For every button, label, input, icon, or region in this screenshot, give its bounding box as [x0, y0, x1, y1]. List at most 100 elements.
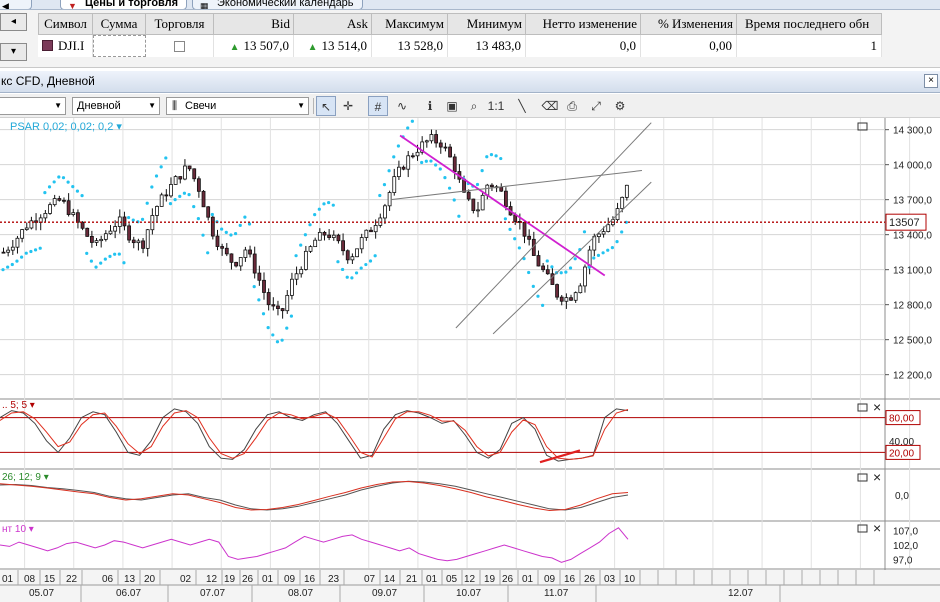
psar-dot [596, 253, 601, 258]
psar-dot [364, 262, 368, 267]
candle-body [564, 297, 569, 302]
month-tick-label: 07.07 [200, 588, 225, 599]
candle-body [555, 284, 559, 298]
tab-scroll-left[interactable]: ◀ [0, 0, 32, 10]
trendline [399, 134, 606, 277]
print-icon[interactable]: ⎙ [567, 99, 577, 113]
zoom-icon[interactable]: ⌕ [470, 99, 478, 113]
ask-cell[interactable]: ▲ 13 514,0 [294, 35, 372, 57]
psar-dot [224, 230, 228, 234]
psar-dot [424, 159, 428, 163]
arrow-left-icon: ◀ [2, 1, 9, 10]
expand-icon[interactable]: ⤢ [591, 99, 601, 113]
psar-dot [457, 214, 461, 218]
col-bid[interactable]: Bid [214, 13, 294, 35]
candle-body [336, 234, 341, 242]
psar-dot [331, 203, 335, 207]
candle-body [29, 220, 34, 229]
candle-body [434, 134, 439, 144]
symbol-select[interactable]: ▼ [0, 97, 66, 115]
tab-economic-calendar[interactable]: ▦ Экономический календарь [192, 0, 363, 9]
cursor-tool-icon[interactable]: ↖ [316, 96, 336, 116]
day-tick-label: 12 [464, 574, 476, 585]
period-value: Дневной [77, 100, 121, 112]
candle-body [550, 273, 555, 285]
candle-body [192, 168, 197, 180]
table-row[interactable]: DJI.I ▲ 13 507,0 ▲ 13 514,0 13 528,0 13 48… [38, 35, 882, 57]
panel-menu-button[interactable]: ▾ [0, 43, 27, 61]
candle-body [424, 140, 429, 143]
candle-body [15, 237, 20, 248]
col-last-update[interactable]: Время последнего обн [737, 13, 882, 35]
psar-dot [168, 202, 173, 206]
psar-dot [624, 220, 628, 224]
trendline-tool-icon[interactable]: ╲ [518, 99, 526, 113]
scale-1-to-1-icon[interactable]: 1:1 [487, 99, 505, 113]
maximize-pane-icon [857, 403, 868, 412]
candle-body [252, 253, 257, 274]
psar-dot [536, 294, 540, 298]
info-icon[interactable]: ℹ [427, 99, 433, 113]
col-symbol[interactable]: Символ [38, 13, 93, 35]
psar-indicator-label: PSAR 0,02; 0,02; 0,2 ▾ [10, 121, 122, 133]
eraser-icon[interactable]: ⌫ [541, 99, 559, 113]
trade-checkbox[interactable] [174, 41, 185, 52]
symbol-value: DJI.I [58, 38, 85, 53]
candle-body [369, 229, 373, 233]
psar-dot [57, 175, 61, 179]
chevron-down-icon: ▼ [54, 101, 62, 110]
up-arrow-icon: ▲ [229, 42, 240, 53]
candle-body [57, 198, 62, 201]
chart-type-select[interactable]: ⫼ Свечи ▼ [166, 97, 309, 115]
psar-dot [378, 193, 382, 198]
psar-dot [559, 271, 563, 275]
col-net-change[interactable]: Нетто изменение [526, 13, 641, 35]
macd-zero-label: 0,0 [895, 491, 909, 502]
day-tick-label: 09 [544, 574, 556, 585]
period-select[interactable]: Дневной ▼ [72, 97, 160, 115]
candle-body [43, 213, 48, 219]
ask-value: 13 514,0 [321, 38, 368, 53]
y-tick-label: 13 400,0 [893, 231, 932, 242]
psar-dot [429, 159, 433, 163]
candle-body [373, 224, 378, 233]
candle-body [52, 198, 57, 206]
settings-icon[interactable]: ⚙ [614, 99, 626, 113]
price-chart-area[interactable]: 14 300,014 000,013 700,013 400,013 100,0… [0, 118, 940, 602]
data-window-icon[interactable]: ▣ [446, 99, 458, 113]
psar-dot [503, 217, 507, 221]
candle-body [155, 206, 159, 216]
day-tick-label: 20 [144, 574, 156, 585]
tab-label: Экономический календарь [217, 0, 354, 9]
candle-body [545, 269, 550, 275]
amount-input[interactable] [93, 35, 146, 57]
tab-prices-and-trading[interactable]: ▼ Цены и торговля [60, 0, 188, 9]
y-tick-label: 13 700,0 [893, 196, 932, 207]
candle-body [308, 246, 313, 252]
crosshair-tool-icon[interactable]: ✛ [342, 99, 354, 113]
psar-dot [447, 186, 452, 190]
candle-body [415, 151, 420, 157]
col-low[interactable]: Минимум [448, 13, 526, 35]
psar-dot [20, 255, 24, 259]
bid-cell[interactable]: ▲ 13 507,0 [214, 35, 294, 57]
candle-body [89, 236, 94, 243]
candle-body [438, 142, 443, 148]
col-ask[interactable]: Ask [294, 13, 372, 35]
chart-window-title-bar[interactable]: кс CFD, Дневной × [0, 71, 940, 93]
close-icon[interactable]: × [924, 74, 938, 88]
candle-body [350, 256, 355, 261]
col-amount[interactable]: Сумма [93, 13, 146, 35]
panel-collapse-button[interactable]: ◂ [0, 13, 27, 31]
col-pct-change[interactable]: % Изменения [641, 13, 737, 35]
psar-dot [452, 198, 456, 202]
grid-toggle-icon[interactable]: # [368, 96, 388, 116]
col-high[interactable]: Максимум [372, 13, 448, 35]
psar-dot [573, 257, 577, 261]
candle-body [559, 296, 564, 302]
month-tick-label: 08.07 [288, 588, 313, 599]
time-axis-background [0, 570, 940, 602]
indicators-icon[interactable]: ∿ [396, 99, 408, 113]
col-trade[interactable]: Торговля [146, 13, 214, 35]
